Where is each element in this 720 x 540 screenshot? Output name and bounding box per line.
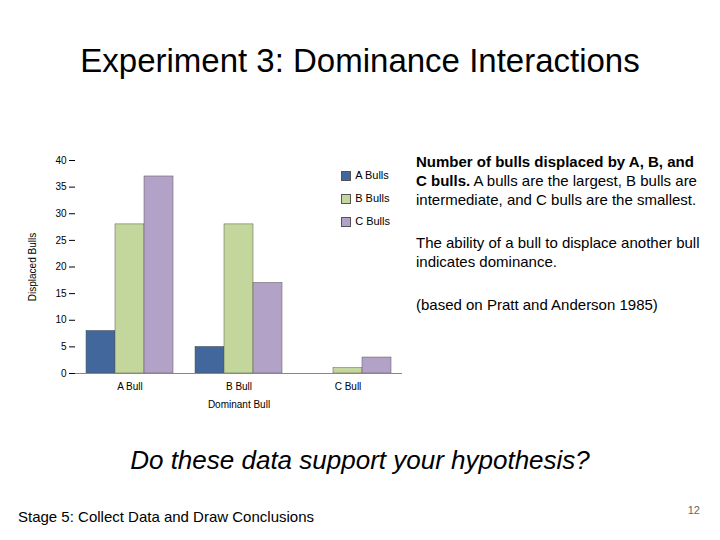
svg-text:35: 35 [55,181,67,192]
html-text:Experiment 3: Dominance Intera: Experiment 3: Dominance Interactions [80,42,640,79]
html-text:Number of bulls displaced by A: Number of bulls displaced by A, B, and C… [416,153,697,208]
svg-text:A Bull: A Bull [117,381,143,392]
svg-text:10: 10 [55,314,67,325]
html-text:The ability of a bull to displ: The ability of a bull to displace anothe… [416,234,700,270]
svg-text:Displaced Bulls: Displaced Bulls [27,233,38,301]
svg-text:25: 25 [55,235,67,246]
svg-text:20: 20 [55,261,67,272]
svg-text:C Bull: C Bull [335,381,362,392]
svg-text:40: 40 [55,155,67,166]
html-text:A Bulls: A Bulls [355,169,389,181]
svg-text:B Bull: B Bull [226,381,252,392]
svg-text:5: 5 [61,341,67,352]
html-text:Stage 5: Collect Data and Draw: Stage 5: Collect Data and Draw Conclusio… [18,508,314,525]
svg-text:Dominant Bull: Dominant Bull [208,399,270,410]
html-text:Do these data support your hyp: Do these data support your hypothesis? [130,445,590,475]
html-text:C Bulls: C Bulls [355,215,390,227]
html-text:B Bulls: B Bulls [355,192,390,204]
html-text:12: 12 [687,504,700,516]
html-text:(based on Pratt and Anderson 1: (based on Pratt and Anderson 1985) [416,296,658,313]
svg-text:15: 15 [55,288,67,299]
svg-text:0: 0 [61,368,67,379]
svg-text:30: 30 [55,208,67,219]
